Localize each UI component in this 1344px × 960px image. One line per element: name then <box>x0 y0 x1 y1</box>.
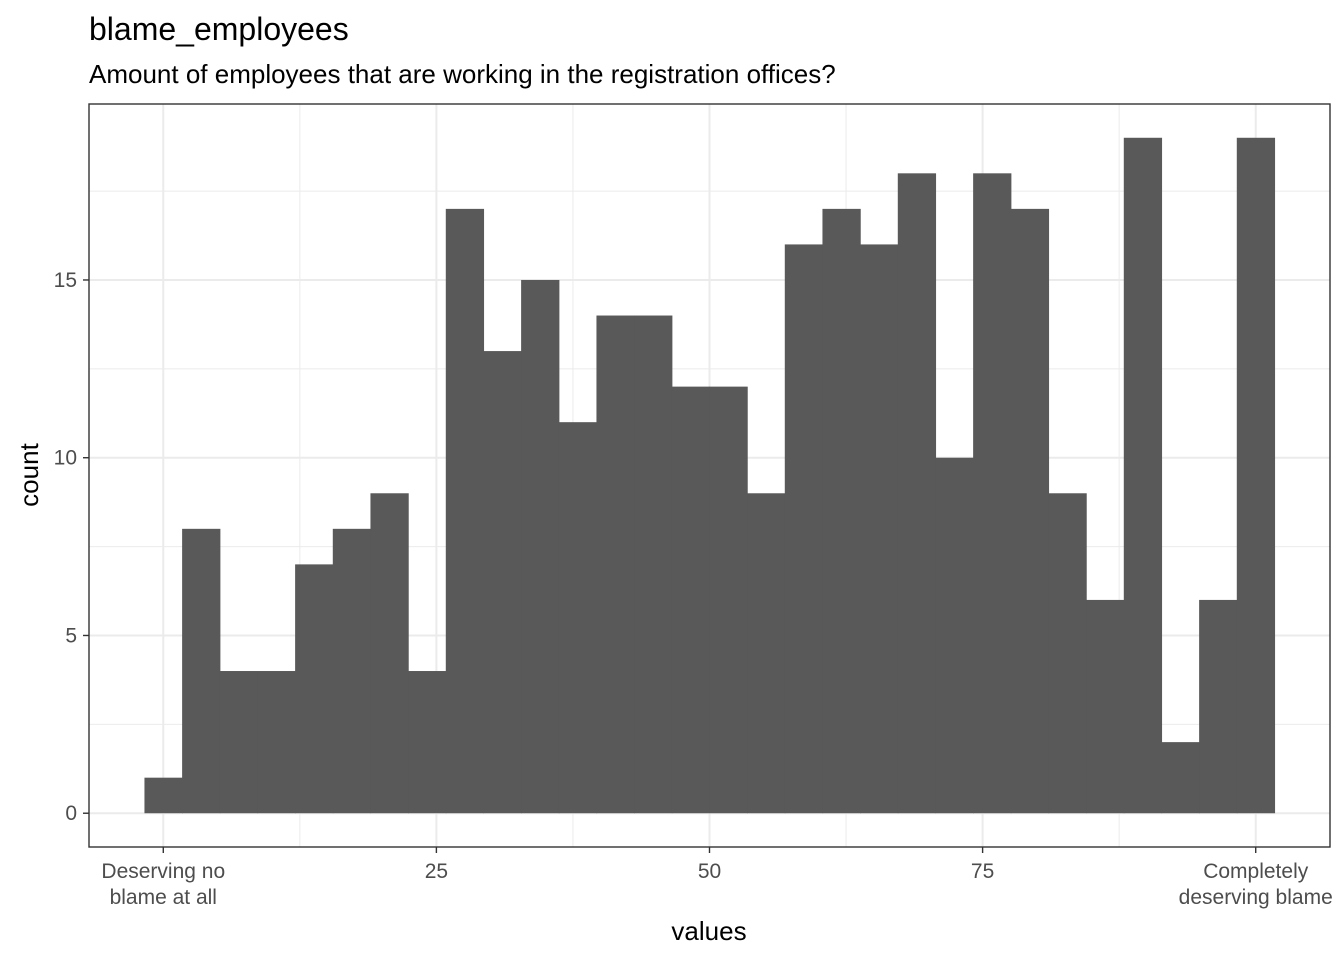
x-tick-label: 25 <box>425 860 448 883</box>
histogram-bar <box>1236 137 1276 814</box>
chart-title: blame_employees <box>89 11 349 47</box>
histogram-bar <box>747 493 786 814</box>
histogram-bar <box>1048 493 1087 814</box>
histogram-bar <box>332 528 372 814</box>
histogram-bar <box>1161 742 1200 814</box>
histogram-bar <box>219 671 259 814</box>
histogram-bar <box>973 173 1012 814</box>
histogram-bar <box>483 351 522 814</box>
histogram-bar <box>1010 208 1050 814</box>
histogram-bar <box>144 777 183 814</box>
histogram-bar <box>408 671 447 814</box>
x-axis-title: values <box>671 916 746 946</box>
x-tick-label: 75 <box>971 860 994 883</box>
x-tick-label: Completely deserving blame <box>1179 860 1333 909</box>
histogram-bar <box>1123 137 1163 814</box>
histogram-bar <box>1086 599 1125 814</box>
histogram-bar <box>860 244 899 814</box>
y-tick-label: 10 <box>54 447 77 470</box>
histogram-bar <box>897 173 937 814</box>
histogram-bar <box>445 208 485 814</box>
histogram-bar <box>784 244 824 814</box>
y-tick-label: 15 <box>54 269 77 292</box>
histogram-bars <box>144 137 1276 814</box>
histogram-bar <box>521 279 560 814</box>
x-tick-label: 50 <box>698 860 721 883</box>
x-tick-label: Deserving no blame at all <box>101 860 225 909</box>
x-axis: Deserving no blame at all 25 50 75 Completely… <box>101 847 1333 909</box>
histogram-bar <box>935 457 974 814</box>
histogram-bar <box>634 315 673 814</box>
histogram-bar <box>182 528 221 814</box>
y-axis-title: count <box>14 442 44 506</box>
y-tick-label: 5 <box>65 624 77 647</box>
histogram-bar <box>370 493 409 814</box>
histogram-bar <box>596 315 635 814</box>
histogram-bar <box>295 564 334 814</box>
histogram-bar <box>671 386 711 814</box>
y-tick-label: 0 <box>65 802 77 825</box>
chart-subtitle: Amount of employees that are working in … <box>89 59 836 89</box>
y-axis: 0 5 10 15 <box>54 269 89 825</box>
histogram-bar <box>558 422 598 814</box>
histogram-bar <box>257 671 296 814</box>
histogram-bar <box>1199 599 1238 814</box>
histogram-bar <box>822 208 861 814</box>
histogram-bar <box>709 386 748 814</box>
